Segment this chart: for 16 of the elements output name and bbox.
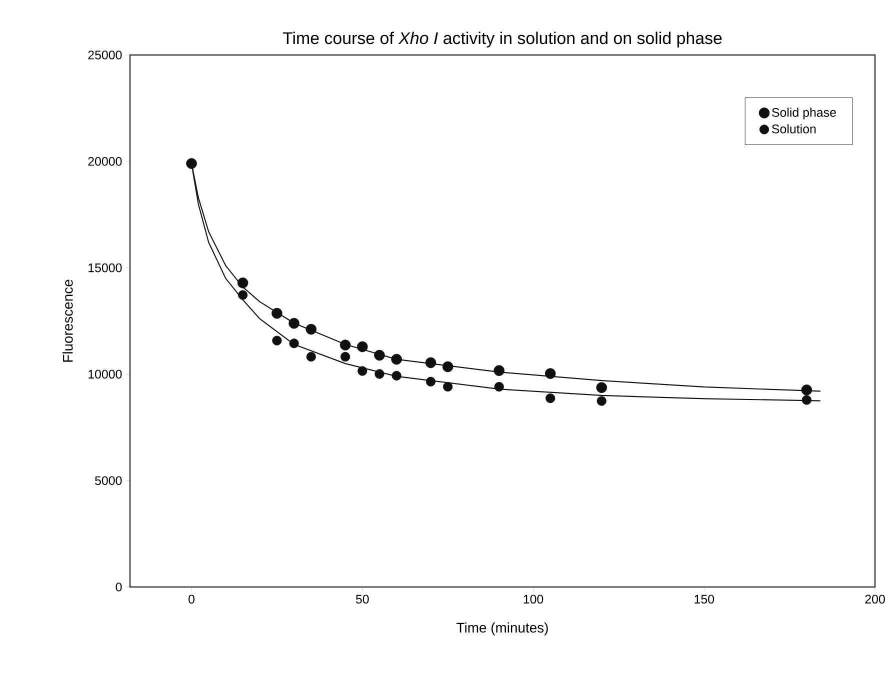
x-tick-label: 150 [694, 594, 714, 604]
y-tick-label: 0 [116, 582, 122, 592]
legend-label: Solid phase [772, 108, 836, 120]
x-tick-label: 200 [865, 594, 885, 604]
y-tick-label: 15000 [88, 263, 122, 272]
y-tick-label: 5000 [95, 476, 122, 486]
x-tick-label: 100 [524, 594, 544, 604]
y-axis-title: Fluorescence [62, 280, 73, 362]
x-tick-label: 0 [188, 594, 194, 604]
chart-title: Time course of Xho I activity in solution and on solid phase [282, 32, 722, 48]
y-tick-label: 20000 [88, 156, 122, 166]
x-axis-title: Time (minutes) [456, 622, 548, 636]
y-tick-label: 10000 [88, 370, 122, 379]
y-tick-label: 25000 [88, 50, 122, 60]
x-tick-label: 50 [356, 594, 369, 604]
legend-label: Solution [772, 124, 816, 134]
